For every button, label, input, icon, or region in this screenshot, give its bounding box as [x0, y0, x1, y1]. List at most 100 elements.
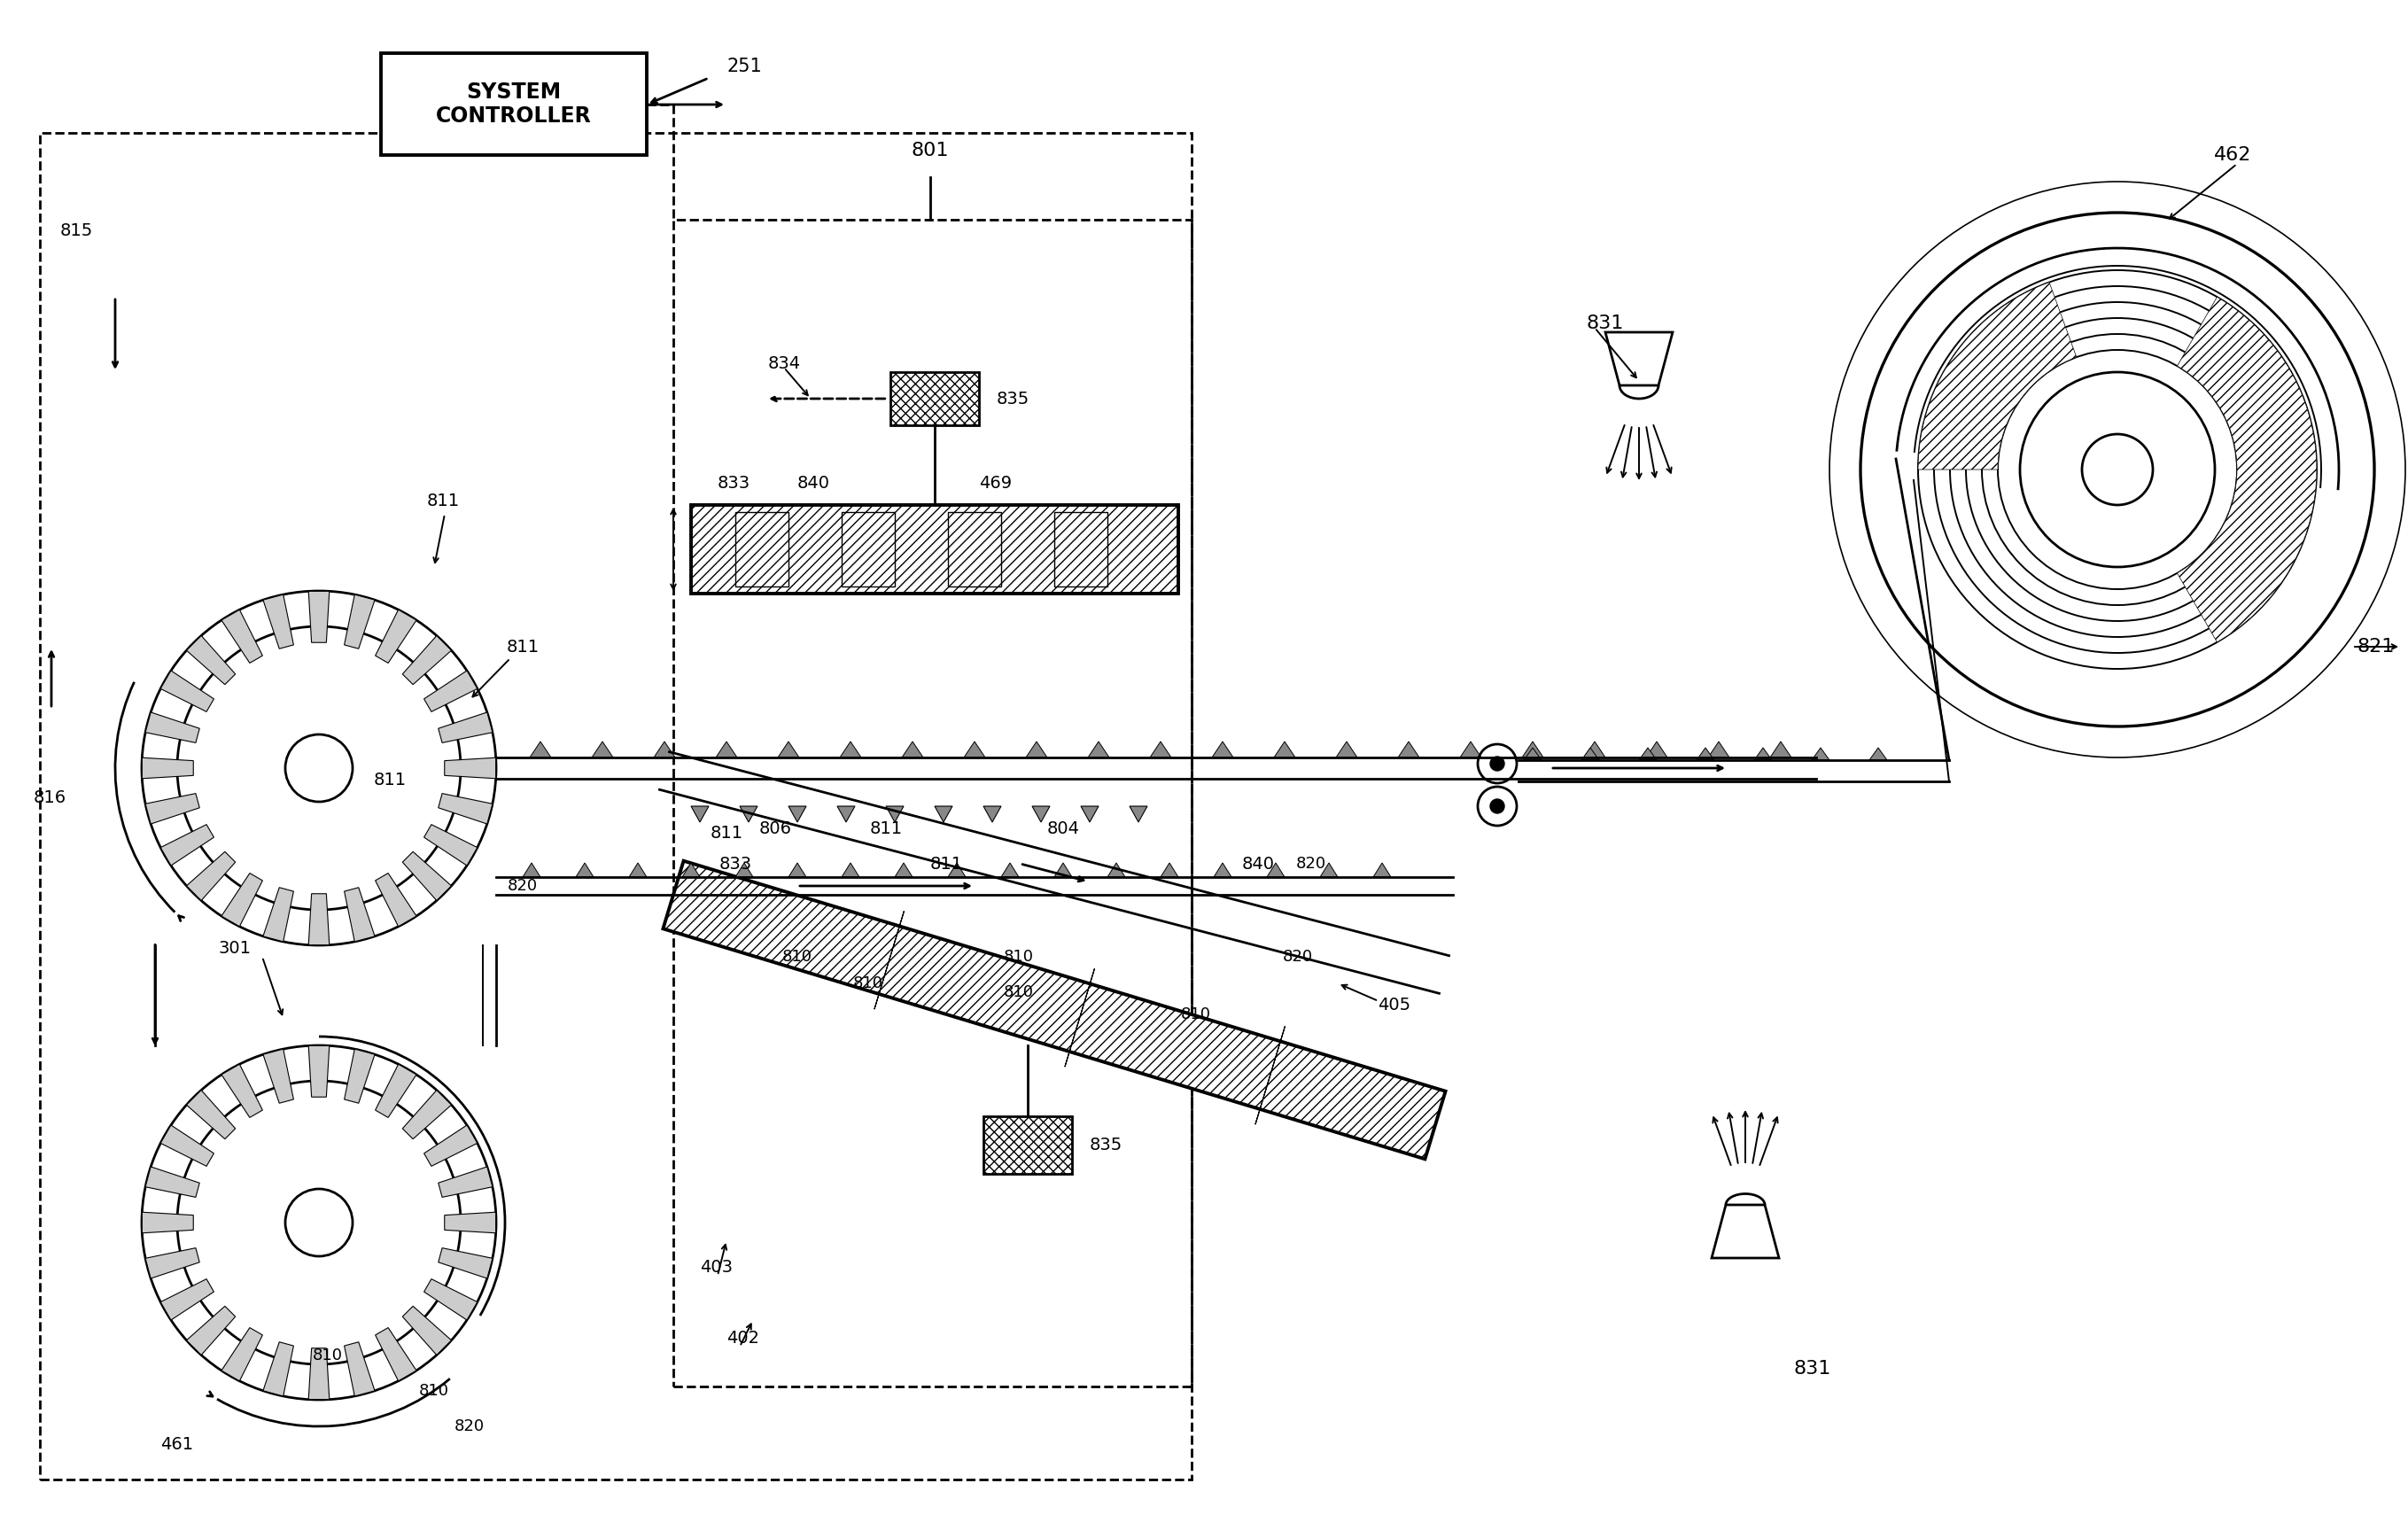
- Text: 461: 461: [161, 1435, 193, 1452]
- Text: 811: 811: [710, 825, 744, 842]
- Bar: [674, 220, 1192, 1386]
- Polygon shape: [903, 742, 922, 757]
- Text: 810: 810: [783, 949, 811, 965]
- Text: SYSTEM
CONTROLLER: SYSTEM CONTROLLER: [436, 81, 592, 127]
- Polygon shape: [376, 1065, 417, 1117]
- Polygon shape: [222, 1065, 262, 1117]
- Text: 833: 833: [718, 474, 751, 491]
- Circle shape: [1491, 799, 1505, 814]
- Circle shape: [178, 1080, 460, 1365]
- Polygon shape: [1698, 748, 1714, 760]
- Polygon shape: [1373, 863, 1392, 877]
- Text: 462: 462: [2213, 147, 2251, 164]
- Text: 810: 810: [1004, 949, 1033, 965]
- Text: 835: 835: [997, 390, 1031, 407]
- Polygon shape: [715, 742, 737, 757]
- Text: 834: 834: [768, 355, 799, 372]
- Polygon shape: [1129, 806, 1146, 822]
- Polygon shape: [308, 1348, 330, 1400]
- Polygon shape: [1026, 742, 1047, 757]
- Text: 820: 820: [1283, 949, 1312, 965]
- Text: 833: 833: [720, 855, 751, 872]
- Circle shape: [1491, 756, 1505, 771]
- Text: 840: 840: [797, 474, 831, 491]
- Text: 405: 405: [1377, 998, 1411, 1014]
- Polygon shape: [185, 852, 236, 901]
- Polygon shape: [1459, 742, 1481, 757]
- Bar: [691, 505, 1178, 594]
- Polygon shape: [1033, 806, 1050, 822]
- Polygon shape: [402, 1091, 450, 1138]
- Polygon shape: [161, 670, 214, 711]
- Polygon shape: [838, 806, 855, 822]
- Polygon shape: [438, 1248, 494, 1279]
- Polygon shape: [222, 609, 262, 662]
- Text: 835: 835: [1091, 1137, 1122, 1154]
- Polygon shape: [787, 863, 807, 877]
- Polygon shape: [262, 887, 294, 941]
- Text: 811: 811: [373, 771, 407, 788]
- Polygon shape: [424, 1125, 477, 1166]
- Bar: [949, 513, 1002, 586]
- Polygon shape: [1255, 1027, 1286, 1125]
- Polygon shape: [376, 1328, 417, 1382]
- Polygon shape: [1647, 742, 1666, 757]
- Polygon shape: [1399, 742, 1418, 757]
- Polygon shape: [308, 591, 330, 643]
- Polygon shape: [262, 1342, 294, 1397]
- Polygon shape: [655, 742, 674, 757]
- Text: 811: 811: [506, 638, 539, 655]
- Polygon shape: [185, 1307, 236, 1356]
- Text: 811: 811: [869, 820, 903, 837]
- Text: 820: 820: [508, 878, 537, 894]
- Polygon shape: [2177, 297, 2316, 643]
- Text: 251: 251: [727, 58, 761, 75]
- Text: 403: 403: [701, 1259, 732, 1276]
- Polygon shape: [787, 806, 807, 822]
- Polygon shape: [262, 1050, 294, 1103]
- Polygon shape: [438, 713, 494, 742]
- Polygon shape: [144, 794, 200, 825]
- Polygon shape: [222, 1328, 262, 1382]
- Polygon shape: [308, 1045, 330, 1097]
- Polygon shape: [1055, 863, 1072, 877]
- Polygon shape: [222, 874, 262, 927]
- Text: 820: 820: [1296, 855, 1327, 872]
- Polygon shape: [592, 742, 614, 757]
- Polygon shape: [1753, 748, 1772, 760]
- Polygon shape: [1161, 863, 1178, 877]
- Polygon shape: [1081, 806, 1098, 822]
- Polygon shape: [1088, 742, 1110, 757]
- Polygon shape: [344, 1050, 376, 1103]
- Polygon shape: [1274, 742, 1296, 757]
- Text: 810: 810: [852, 976, 884, 991]
- Polygon shape: [628, 863, 648, 877]
- Polygon shape: [344, 887, 376, 941]
- Polygon shape: [778, 742, 799, 757]
- Polygon shape: [1584, 742, 1606, 757]
- Polygon shape: [1522, 742, 1544, 757]
- Polygon shape: [1606, 332, 1674, 386]
- Polygon shape: [1524, 748, 1541, 760]
- Polygon shape: [1267, 863, 1283, 877]
- Polygon shape: [144, 713, 200, 742]
- Polygon shape: [376, 609, 417, 662]
- Polygon shape: [874, 910, 903, 1010]
- Polygon shape: [161, 1279, 214, 1320]
- Text: 810: 810: [313, 1348, 342, 1363]
- Bar: [380, 54, 648, 155]
- Polygon shape: [445, 1212, 496, 1233]
- Polygon shape: [1707, 742, 1729, 757]
- Polygon shape: [1211, 742, 1233, 757]
- Text: 840: 840: [1243, 855, 1274, 872]
- Polygon shape: [376, 874, 417, 927]
- Polygon shape: [424, 1279, 477, 1320]
- Polygon shape: [445, 757, 496, 779]
- Polygon shape: [344, 595, 376, 649]
- Polygon shape: [1320, 863, 1339, 877]
- Text: 810: 810: [419, 1383, 450, 1398]
- Polygon shape: [144, 1167, 200, 1198]
- Text: 831: 831: [1794, 1360, 1832, 1377]
- Text: 469: 469: [980, 474, 1011, 491]
- Polygon shape: [185, 1091, 236, 1138]
